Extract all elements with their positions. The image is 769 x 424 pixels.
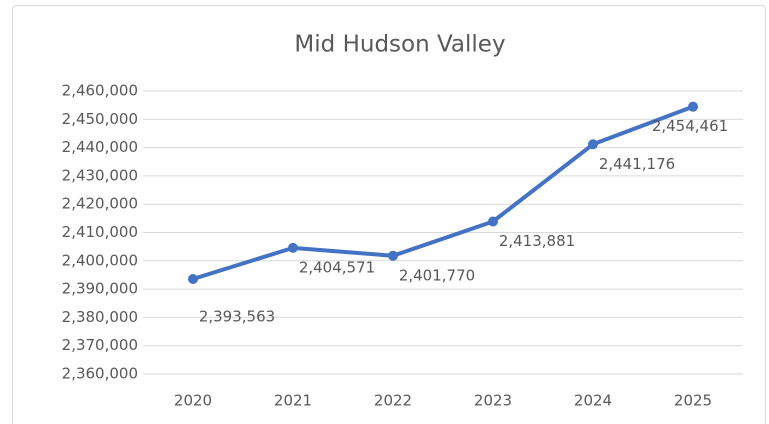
- data-label: 2,393,563: [199, 308, 275, 326]
- line: [191, 104, 695, 282]
- y-tick-label: 2,460,000: [62, 82, 138, 100]
- marker: [388, 250, 398, 261]
- y-tick-label: 2,370,000: [62, 336, 138, 354]
- y-tick-label: 2,430,000: [62, 166, 138, 184]
- y-tick-label: 2,360,000: [62, 365, 138, 383]
- y-tick-label: 2,380,000: [62, 308, 138, 326]
- data-label: 2,404,571: [299, 258, 375, 276]
- chart-frame: [12, 5, 766, 424]
- marker: [688, 101, 698, 112]
- y-tick-label: 2,410,000: [62, 223, 138, 241]
- marker: [288, 242, 298, 253]
- data-label: 2,401,770: [399, 266, 475, 284]
- marker: [188, 274, 198, 285]
- x-tick-label: 2025: [674, 392, 712, 410]
- y-tick-label: 2,440,000: [62, 138, 138, 156]
- x-tick-label: 2022: [374, 392, 412, 410]
- x-tick-label: 2023: [474, 392, 512, 410]
- y-tick-label: 2,420,000: [62, 195, 138, 213]
- x-tick-label: 2021: [274, 392, 312, 410]
- chart-title: Mid Hudson Valley: [294, 32, 505, 58]
- data-label: 2,454,461: [652, 117, 728, 135]
- y-tick-label: 2,450,000: [62, 110, 138, 128]
- y-tick-label: 2,400,000: [62, 251, 138, 269]
- y-tick-label: 2,390,000: [62, 280, 138, 298]
- marker: [488, 216, 498, 227]
- data-label: 2,441,176: [599, 155, 675, 173]
- data-label: 2,413,881: [499, 232, 575, 250]
- x-tick-label: 2024: [574, 392, 612, 410]
- x-tick-label: 2020: [174, 392, 212, 410]
- marker: [588, 139, 598, 150]
